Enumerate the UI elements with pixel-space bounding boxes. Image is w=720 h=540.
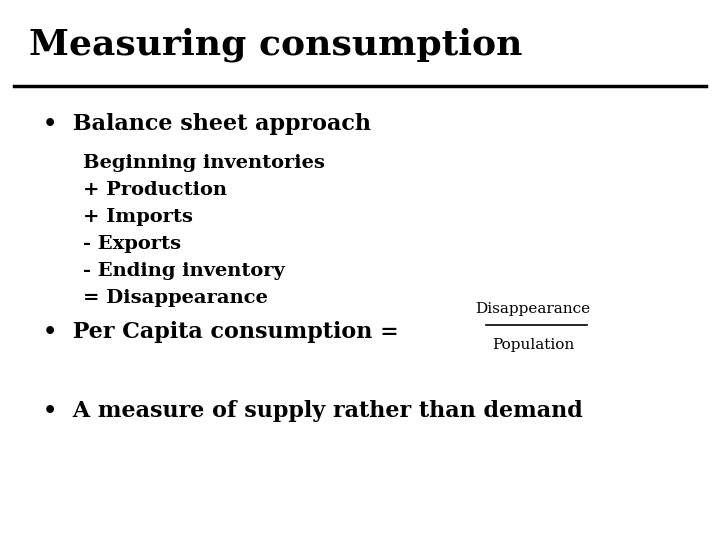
Text: - Ending inventory: - Ending inventory <box>83 262 284 280</box>
Text: = Disappearance: = Disappearance <box>83 289 268 307</box>
Text: + Production: + Production <box>83 181 227 199</box>
Text: •  Per Capita consumption =: • Per Capita consumption = <box>43 321 399 343</box>
Text: •  Balance sheet approach: • Balance sheet approach <box>43 113 372 136</box>
Text: Population: Population <box>492 338 574 352</box>
Text: - Exports: - Exports <box>83 235 181 253</box>
Text: Measuring consumption: Measuring consumption <box>29 27 522 62</box>
Text: Disappearance: Disappearance <box>475 302 590 316</box>
Text: Beginning inventories: Beginning inventories <box>83 154 325 172</box>
Text: •  A measure of supply rather than demand: • A measure of supply rather than demand <box>43 400 583 422</box>
Text: + Imports: + Imports <box>83 208 193 226</box>
